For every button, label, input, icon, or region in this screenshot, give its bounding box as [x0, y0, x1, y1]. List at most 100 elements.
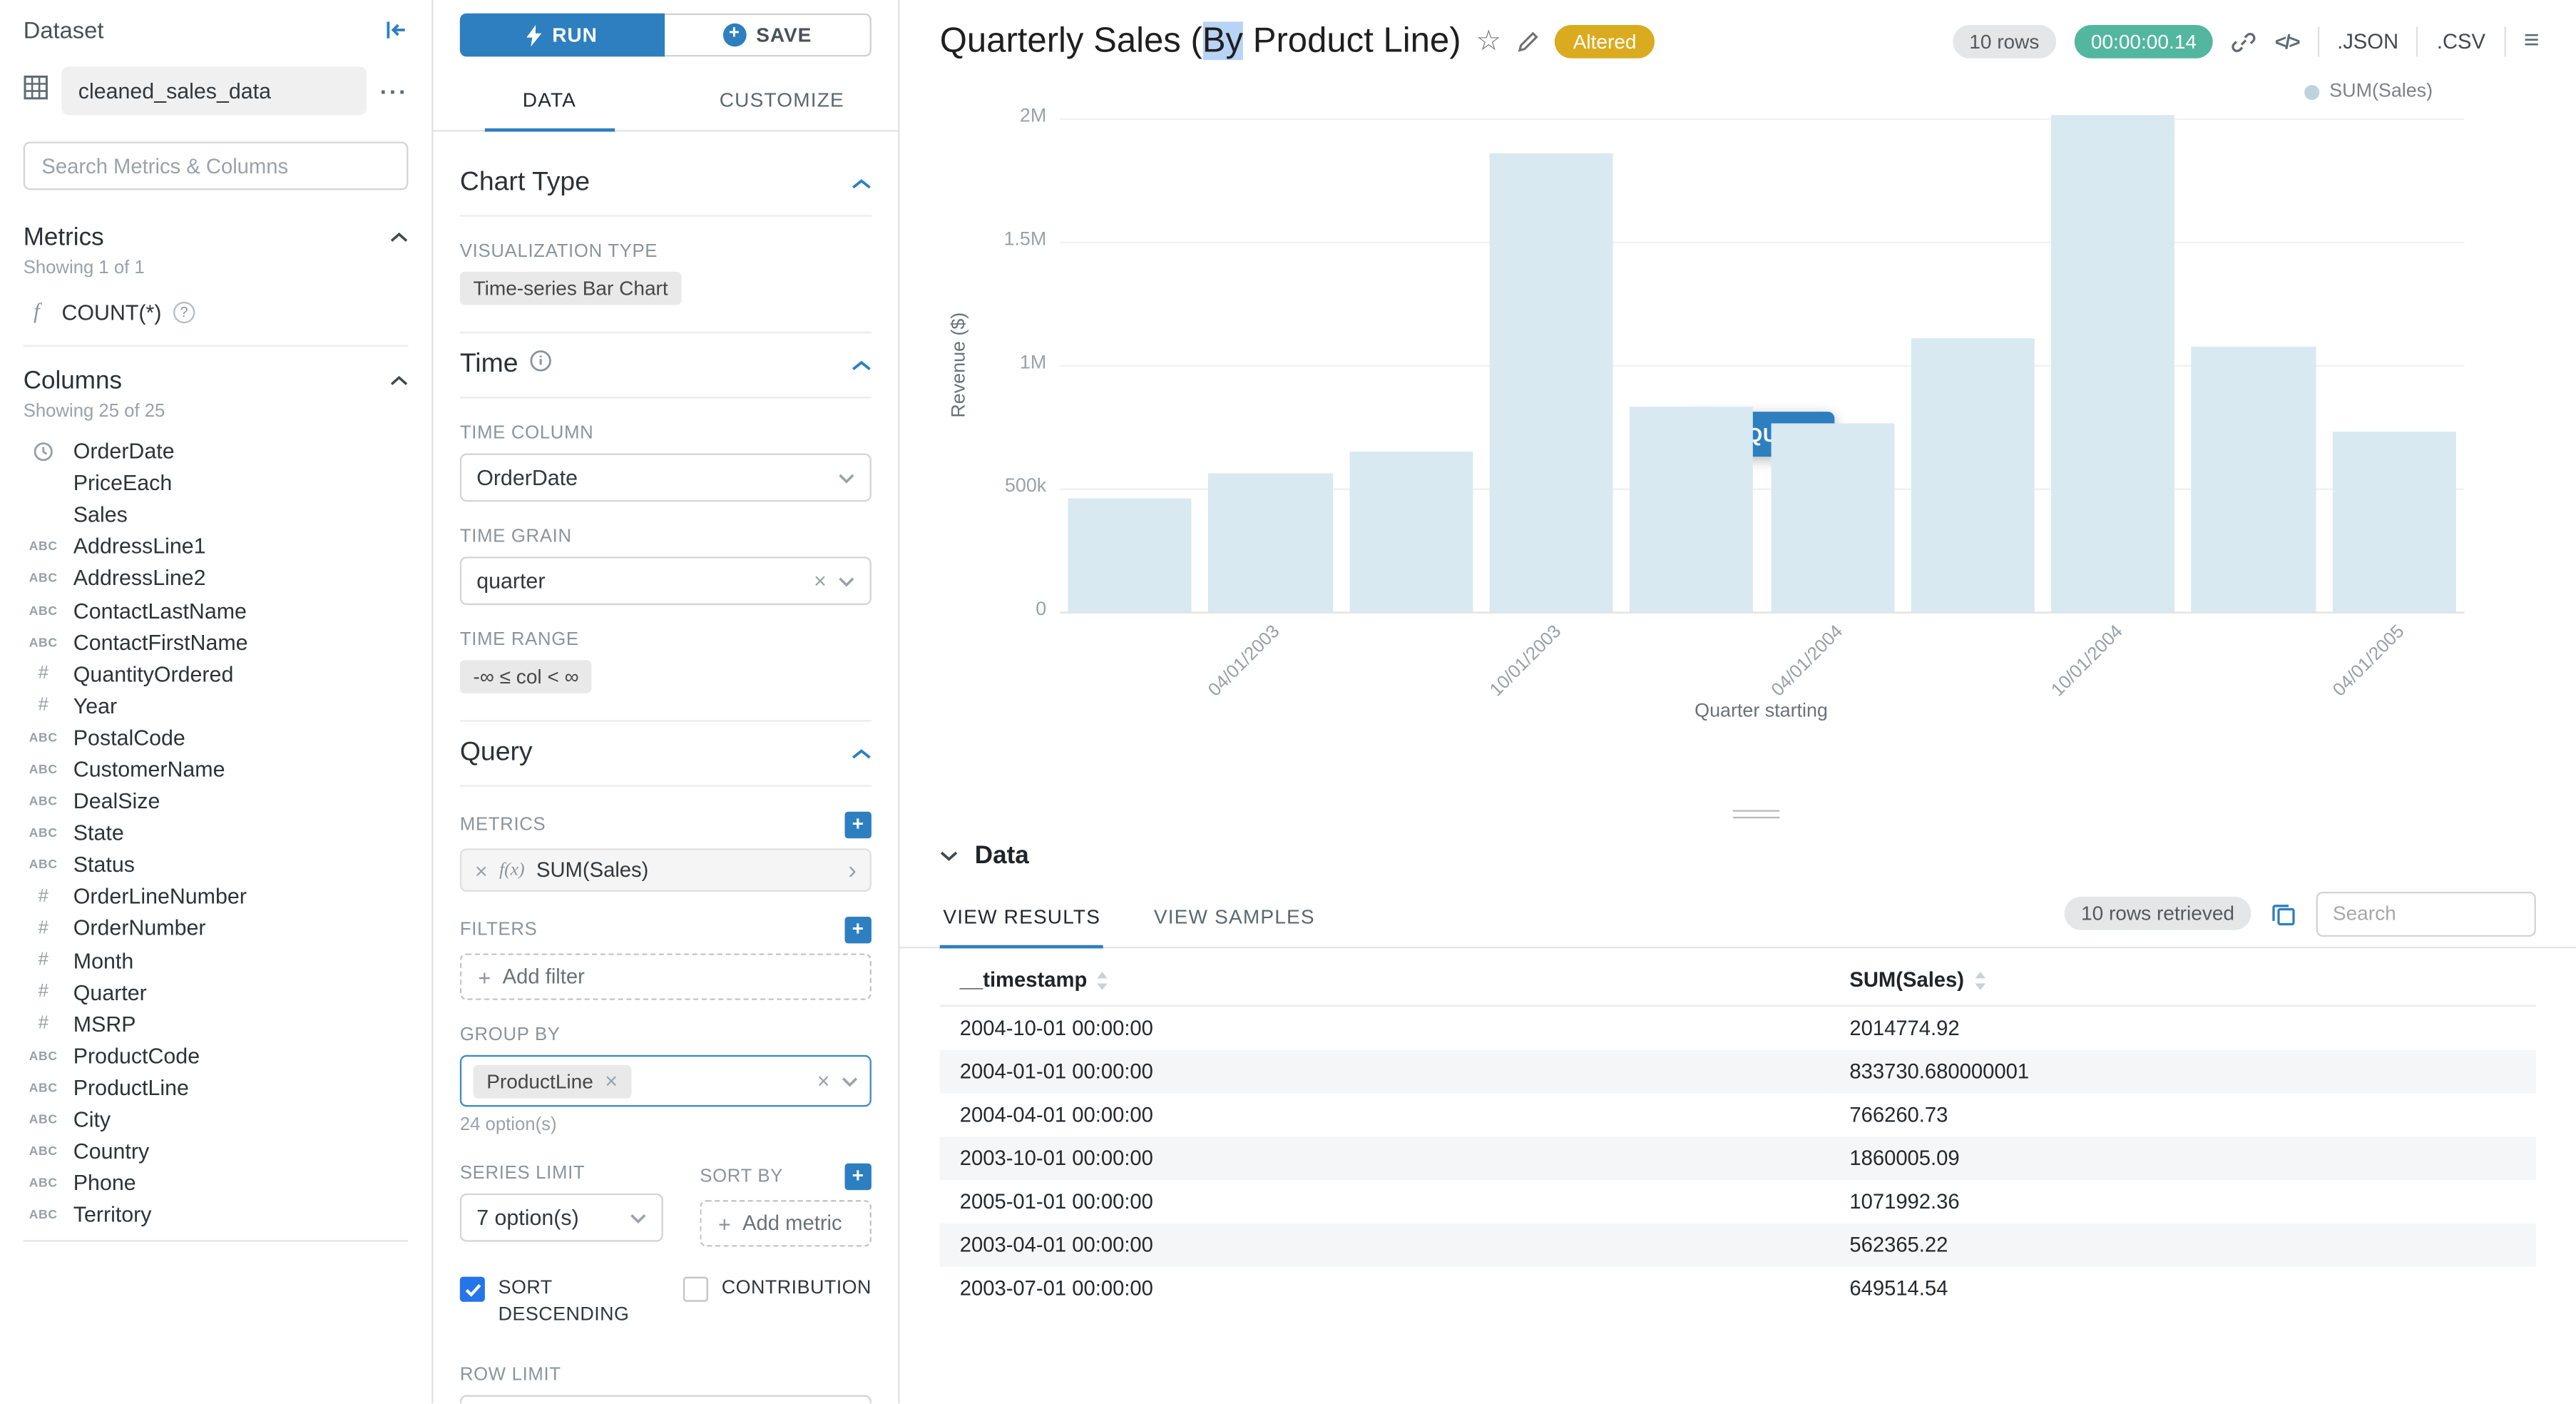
clear-icon[interactable]: ×: [817, 1068, 830, 1094]
metrics-columns-search-input[interactable]: [23, 141, 409, 190]
bar-2004-04-01[interactable]: [1770, 422, 1894, 612]
column-item-Sales[interactable]: Sales: [24, 499, 409, 531]
column-item-Country[interactable]: ABC Country: [24, 1135, 409, 1167]
data-section-header[interactable]: Data: [900, 825, 2576, 870]
bar-2004-10-01[interactable]: [2051, 114, 2175, 612]
sort-descending-checkbox[interactable]: [459, 1276, 485, 1302]
copy-icon[interactable]: [2271, 901, 2296, 926]
table-row[interactable]: 2003-10-01 00:00:00 1860005.09: [939, 1136, 2536, 1181]
clear-icon[interactable]: ×: [814, 568, 827, 594]
chart-type-section-header[interactable]: Chart Type: [459, 155, 872, 217]
column-item-OrderDate[interactable]: OrderDate: [24, 435, 409, 467]
group-by-select[interactable]: ProductLine × ×: [459, 1054, 872, 1107]
edit-title-icon[interactable]: [1516, 30, 1540, 54]
remove-tag-icon[interactable]: ×: [605, 1068, 618, 1094]
column-header-timestamp[interactable]: __timestamp: [939, 955, 1830, 1007]
add-sort-metric-button[interactable]: + Add metric: [700, 1200, 872, 1247]
export-json-button[interactable]: .JSON: [2337, 30, 2399, 54]
contribution-checkbox[interactable]: [683, 1276, 709, 1302]
table-row[interactable]: 2004-10-01 00:00:00 2014774.92: [940, 1006, 2536, 1050]
column-item-Status[interactable]: ABC Status: [24, 849, 409, 881]
bar-2005-04-01[interactable]: [2332, 432, 2456, 612]
add-filter-button[interactable]: + Add filter: [459, 953, 872, 1000]
add-metric-icon[interactable]: +: [844, 811, 872, 839]
table-row[interactable]: 2003-04-01 00:00:00 562365.22: [939, 1223, 2536, 1267]
table-row[interactable]: 2005-01-01 00:00:00 1071992.36: [940, 1180, 2536, 1224]
save-button[interactable]: + SAVE: [665, 13, 872, 57]
column-header-sum-sales[interactable]: SUM(Sales): [1829, 955, 2536, 1007]
bar-2003-10-01[interactable]: [1489, 153, 1613, 612]
column-item-DealSize[interactable]: ABC DealSize: [24, 785, 409, 817]
tab-view-samples[interactable]: VIEW SAMPLES: [1153, 905, 1315, 929]
time-column-select[interactable]: OrderDate: [459, 453, 872, 502]
altered-badge[interactable]: Altered: [1554, 25, 1655, 58]
metrics-section-header[interactable]: Metrics: [24, 223, 409, 252]
column-item-ProductLine[interactable]: ABC ProductLine: [24, 1072, 409, 1104]
column-item-PriceEach[interactable]: PriceEach: [24, 467, 409, 499]
column-item-AddressLine2[interactable]: ABC AddressLine2: [24, 562, 409, 594]
column-item-ProductCode[interactable]: ABC ProductCode: [24, 1039, 409, 1072]
bar-2004-07-01[interactable]: [1911, 337, 2035, 612]
menu-icon[interactable]: ≡: [2523, 26, 2540, 56]
columns-section-header[interactable]: Columns: [24, 367, 409, 395]
series-limit-select[interactable]: 7 option(s): [459, 1193, 663, 1242]
column-item-Territory[interactable]: ABC Territory: [24, 1199, 409, 1231]
group-by-tag[interactable]: ProductLine ×: [473, 1064, 631, 1098]
column-item-QuantityOrdered[interactable]: # QuantityOrdered: [24, 658, 409, 690]
row-limit-select[interactable]: 10000 ×: [459, 1395, 872, 1404]
bar-2004-01-01[interactable]: [1630, 406, 1754, 612]
metric-pill-sum-sales[interactable]: × f(x) SUM(Sales) ›: [459, 848, 872, 892]
time-grain-select[interactable]: quarter ×: [459, 556, 872, 606]
add-sort-metric-icon[interactable]: +: [844, 1163, 872, 1191]
bar-2003-04-01[interactable]: [1208, 472, 1332, 612]
bar-2003-07-01[interactable]: [1349, 451, 1473, 612]
chevron-right-icon[interactable]: ›: [848, 855, 857, 885]
add-filter-icon[interactable]: +: [844, 916, 872, 944]
bar-2003-01-01[interactable]: [1068, 498, 1192, 612]
column-item-MSRP[interactable]: # MSRP: [24, 1008, 409, 1040]
column-item-City[interactable]: ABC City: [24, 1104, 409, 1136]
column-item-Year[interactable]: # Year: [24, 690, 409, 722]
column-item-ContactLastName[interactable]: ABC ContactLastName: [24, 594, 409, 626]
column-item-CustomerName[interactable]: ABC CustomerName: [24, 753, 409, 785]
dataset-name[interactable]: cleaned_sales_data: [61, 66, 367, 116]
table-row[interactable]: 2004-04-01 00:00:00 766260.73: [940, 1094, 2536, 1137]
tab-data[interactable]: DATA: [433, 73, 665, 132]
run-button[interactable]: RUN: [459, 13, 665, 57]
viz-type-value[interactable]: Time-series Bar Chart: [459, 271, 682, 305]
table-row[interactable]: 2004-01-01 00:00:00 833730.680000001: [939, 1049, 2536, 1094]
column-item-Month[interactable]: # Month: [24, 945, 409, 977]
collapse-panel-icon[interactable]: [385, 20, 409, 40]
dataset-options-icon[interactable]: ···: [379, 77, 409, 105]
cell-timestamp: 2003-04-01 00:00:00: [959, 1233, 1153, 1257]
help-icon[interactable]: ?: [173, 300, 195, 323]
share-link-icon[interactable]: [2232, 29, 2256, 54]
column-item-PostalCode[interactable]: ABC PostalCode: [24, 721, 409, 753]
tab-customize[interactable]: CUSTOMIZE: [719, 88, 844, 112]
cell-timestamp: 2003-07-01 00:00:00: [959, 1276, 1153, 1301]
column-item-AddressLine1[interactable]: ABC AddressLine1: [24, 531, 409, 563]
metric-item[interactable]: f COUNT(*) ?: [23, 298, 409, 347]
bar-2005-01-01[interactable]: [2192, 347, 2316, 612]
sort-icon[interactable]: [1097, 970, 1108, 990]
column-item-Quarter[interactable]: # Quarter: [24, 976, 409, 1008]
embed-code-icon[interactable]: </>: [2274, 30, 2301, 54]
query-section-header[interactable]: Query: [459, 725, 872, 787]
page-title[interactable]: Quarterly Sales (By Product Line): [939, 21, 1461, 61]
column-item-OrderNumber[interactable]: # OrderNumber: [24, 912, 409, 945]
remove-metric-icon[interactable]: ×: [474, 858, 488, 883]
panel-resize-handle[interactable]: [1732, 805, 1780, 823]
column-item-State[interactable]: ABC State: [24, 817, 409, 849]
time-range-value[interactable]: -∞ ≤ col < ∞: [459, 660, 593, 693]
sort-icon[interactable]: [1974, 970, 1985, 990]
favorite-star-icon[interactable]: ☆: [1476, 25, 1502, 57]
column-item-ContactFirstName[interactable]: ABC ContactFirstName: [24, 626, 409, 658]
column-item-OrderLineNumber[interactable]: # OrderLineNumber: [24, 880, 409, 912]
export-csv-button[interactable]: .CSV: [2436, 30, 2486, 54]
tab-view-results[interactable]: VIEW RESULTS: [939, 890, 1105, 949]
table-row[interactable]: 2003-07-01 00:00:00 649514.54: [940, 1267, 2536, 1311]
column-item-Phone[interactable]: ABC Phone: [24, 1167, 409, 1199]
time-section-header[interactable]: Time: [459, 337, 872, 399]
chart-legend[interactable]: SUM(Sales): [2304, 81, 2433, 102]
results-search-input[interactable]: [2316, 890, 2536, 936]
